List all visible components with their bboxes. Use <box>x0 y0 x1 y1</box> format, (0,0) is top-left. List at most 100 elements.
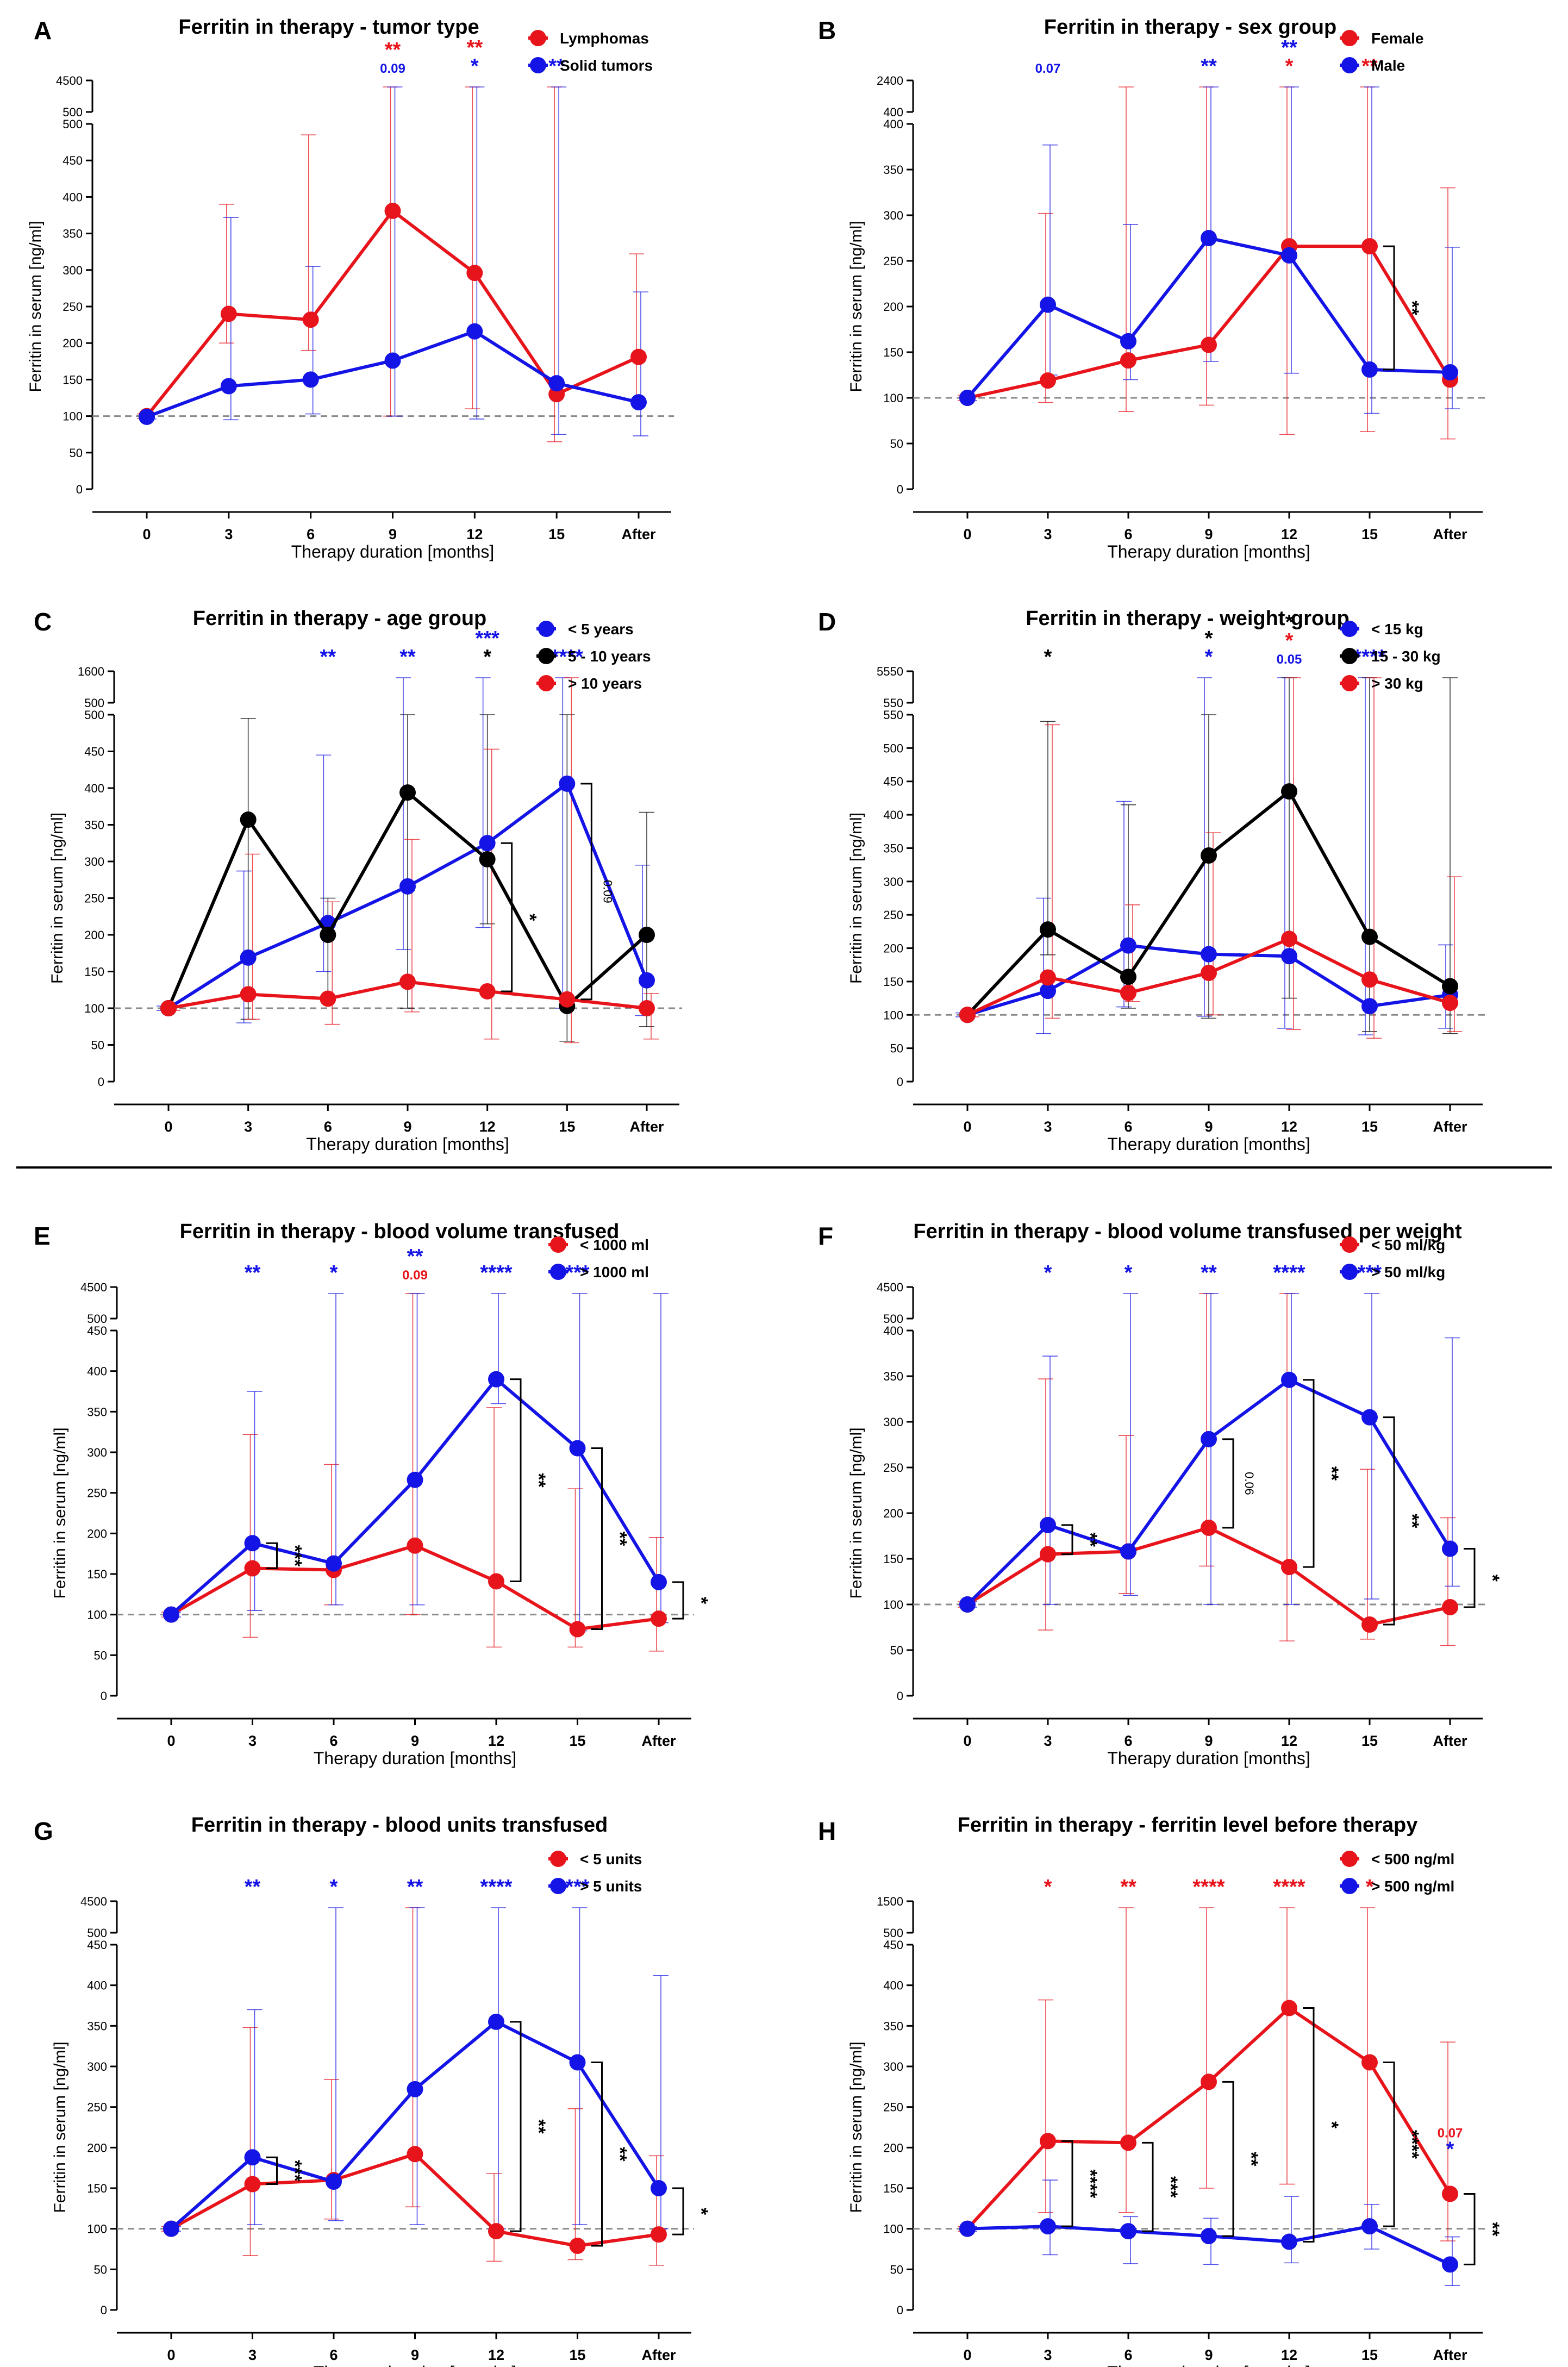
significance-annotation: ** <box>1120 1876 1136 1898</box>
x-tick-label: 12 <box>1281 526 1297 542</box>
legend-label: > 1000 ml <box>580 1264 649 1281</box>
y-break-label: 4500 <box>56 74 83 88</box>
legend-swatch-marker <box>538 621 554 637</box>
data-point <box>302 371 319 388</box>
y-tick-label: 400 <box>883 808 903 822</box>
chart-title: Ferritin in therapy - ferritin level bef… <box>958 1814 1418 1837</box>
data-point <box>1281 930 1297 947</box>
y-tick-label: 150 <box>883 2182 903 2195</box>
data-point <box>1442 2185 1458 2202</box>
significance-annotation: 0.07 <box>1438 2126 1463 2140</box>
data-point <box>1442 1599 1458 1616</box>
x-axis-label: Therapy duration [months] <box>291 542 495 561</box>
significance-annotation: 0.09 <box>402 1268 428 1283</box>
significance-bracket <box>266 2156 278 2185</box>
data-point <box>240 811 257 828</box>
significance-bracket <box>591 2062 603 2247</box>
significance-annotation: * <box>1285 611 1294 634</box>
data-point <box>1201 946 1217 963</box>
data-point <box>139 408 155 425</box>
significance-annotation: * <box>471 55 479 78</box>
data-point <box>1040 1516 1056 1533</box>
significance-bracket <box>501 842 513 992</box>
significance-label: ** <box>528 2119 549 2134</box>
x-tick-label: After <box>629 1119 664 1135</box>
y-tick-label: 250 <box>883 1461 903 1475</box>
significance-label: 0.09 <box>601 880 614 903</box>
data-point <box>479 983 496 1000</box>
significance-annotation: * <box>1125 1261 1133 1284</box>
data-point <box>1281 2000 1297 2016</box>
data-point <box>1201 230 1217 246</box>
significance-annotation: * <box>330 1876 338 1898</box>
data-point <box>1120 333 1136 349</box>
data-point <box>244 1535 261 1552</box>
legend-label: Solid tumors <box>560 57 653 74</box>
y-tick-label: 100 <box>883 1598 903 1612</box>
y-tick-label: 300 <box>883 1415 903 1429</box>
data-point <box>1201 1431 1217 1447</box>
x-tick-label: 12 <box>479 1119 496 1135</box>
data-point <box>1120 969 1136 985</box>
significance-annotation: **** <box>1273 1876 1305 1898</box>
x-tick-label: 0 <box>963 526 971 542</box>
data-point <box>959 1596 976 1613</box>
y-tick-label: 100 <box>883 391 903 405</box>
data-point <box>1120 984 1136 1001</box>
significance-annotation: * <box>1044 1876 1052 1898</box>
data-point <box>160 1000 177 1016</box>
x-tick-label: 0 <box>963 2347 971 2363</box>
y-axis-label: Ferritin in serum [ng/ml] <box>847 221 865 392</box>
significance-annotation: * <box>1285 629 1294 652</box>
data-point <box>163 1606 179 1623</box>
significance-bracket <box>266 1542 278 1570</box>
legend-swatch-marker <box>530 57 546 73</box>
y-tick-label: 50 <box>94 2263 107 2276</box>
significance-annotation: * <box>483 646 491 669</box>
legend-label: < 500 ng/ml <box>1371 1851 1454 1868</box>
significance-bracket <box>1142 2141 1154 2232</box>
data-point <box>1120 1543 1136 1560</box>
y-tick-label: 300 <box>84 855 104 869</box>
y-tick-label: 150 <box>84 965 104 979</box>
y-tick-label: 300 <box>883 209 903 222</box>
y-tick-label: 150 <box>87 1567 107 1581</box>
y-tick-label: 450 <box>63 154 83 167</box>
y-tick-label: 400 <box>87 1979 107 1993</box>
x-tick-label: 12 <box>1281 2347 1297 2363</box>
y-break-label: 500 <box>883 1312 903 1326</box>
data-point <box>244 1560 261 1577</box>
y-tick-label: 350 <box>883 163 903 177</box>
y-break-label: 500 <box>883 1926 903 1940</box>
x-tick-label: 15 <box>559 1119 575 1135</box>
significance-label: ** <box>610 1532 630 1546</box>
y-tick-label: 50 <box>91 1039 104 1052</box>
significance-annotation: **** <box>551 646 583 669</box>
legend-swatch-marker <box>538 675 554 691</box>
x-tick-label: 0 <box>963 1733 971 1749</box>
x-tick-label: 0 <box>164 1119 172 1135</box>
significance-label: *** <box>285 2160 305 2182</box>
x-tick-label: 3 <box>1044 1733 1052 1749</box>
significance-annotation: *** <box>565 1876 590 1898</box>
significance-label: ** <box>1402 1514 1422 1528</box>
y-tick-label: 50 <box>890 437 903 451</box>
x-tick-label: After <box>1433 2347 1467 2363</box>
panel-letter: A <box>34 16 52 45</box>
y-break-label: 1600 <box>78 665 104 678</box>
data-point <box>479 835 496 852</box>
x-tick-label: 12 <box>488 1733 504 1749</box>
legend-swatch-marker <box>1341 1878 1358 1894</box>
data-point <box>639 972 655 989</box>
significance-annotation: **** <box>1192 1876 1225 1898</box>
y-tick-label: 100 <box>84 1002 104 1015</box>
significance-annotation: ** <box>407 1245 423 1268</box>
data-point <box>1201 964 1217 981</box>
y-tick-label: 0 <box>897 2303 903 2317</box>
x-tick-label: 15 <box>569 2347 585 2363</box>
significance-label: *** <box>285 1545 305 1567</box>
x-tick-label: After <box>1433 1119 1467 1135</box>
x-axis-label: Therapy duration [months] <box>1107 1748 1310 1768</box>
legend-label: < 5 years <box>568 621 634 638</box>
significance-annotation: 0.09 <box>380 61 405 76</box>
